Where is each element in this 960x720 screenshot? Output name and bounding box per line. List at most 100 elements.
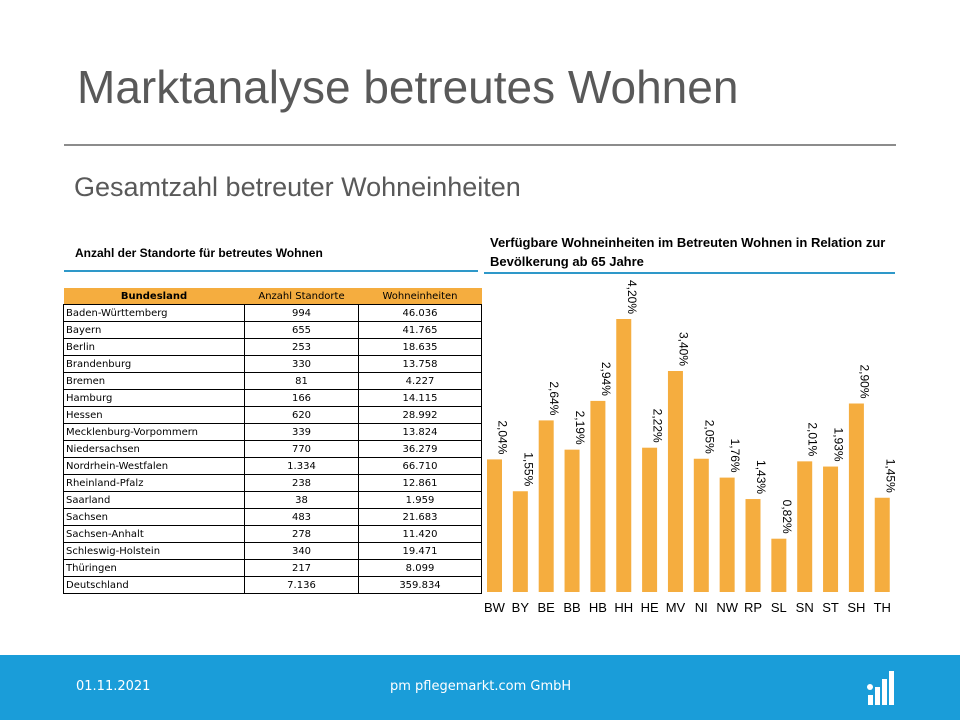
category-label-st: ST (822, 600, 839, 615)
title-divider (64, 144, 896, 146)
bar-hh (616, 319, 632, 592)
page-title: Marktanalyse betreutes Wohnen (77, 61, 739, 113)
cell-anzahl-standorte: 1.334 (244, 457, 359, 475)
value-label-bw: 2,04% (496, 420, 510, 454)
table-row: Baden-Württemberg 994 46.036 (63, 304, 482, 322)
value-label-ni: 2,05% (702, 420, 716, 454)
cell-bundesland: Bremen (63, 372, 245, 390)
cell-anzahl-standorte: 339 (244, 423, 359, 441)
cell-anzahl-standorte: 340 (244, 542, 359, 560)
cell-anzahl-standorte: 253 (244, 338, 359, 356)
value-label-sn: 2,01% (806, 422, 820, 456)
cell-bundesland: Hamburg (63, 389, 245, 407)
table-row: Berlin 253 18.635 (63, 338, 482, 356)
cell-anzahl-standorte: 770 (244, 440, 359, 458)
column-header-bundesland: Bundesland (63, 288, 245, 305)
value-label-bb: 2,19% (573, 411, 587, 445)
category-label-rp: RP (744, 600, 762, 615)
cell-wohneinheiten: 359.834 (358, 576, 482, 594)
cell-anzahl-standorte: 166 (244, 389, 359, 407)
bar-st (823, 466, 839, 592)
cell-bundesland: Hessen (63, 406, 245, 424)
category-label-sn: SN (796, 600, 814, 615)
value-label-nw: 1,76% (728, 439, 742, 473)
column-header-wohneinheiten: Wohneinheiten (358, 288, 482, 305)
value-label-st: 1,93% (832, 428, 846, 462)
value-label-mv: 3,40% (676, 332, 690, 366)
cell-anzahl-standorte: 217 (244, 559, 359, 577)
cell-anzahl-standorte: 483 (244, 508, 359, 526)
cell-bundesland: Sachsen (63, 508, 245, 526)
table-row: Nordrhein-Westfalen 1.334 66.710 (63, 457, 482, 475)
cell-anzahl-standorte: 38 (244, 491, 359, 509)
table-row: Thüringen 217 8.099 (63, 559, 482, 577)
cell-wohneinheiten: 36.279 (358, 440, 482, 458)
table-row: Brandenburg 330 13.758 (63, 355, 482, 373)
cell-wohneinheiten: 18.635 (358, 338, 482, 356)
category-label-nw: NW (716, 600, 738, 615)
cell-anzahl-standorte: 655 (244, 321, 359, 339)
category-label-hb: HB (589, 600, 607, 615)
category-label-bw: BW (484, 600, 506, 615)
value-label-by: 1,55% (521, 452, 535, 486)
footer: 01.11.2021 pm pflegemarkt.com GmbH (0, 655, 960, 720)
cell-wohneinheiten: 8.099 (358, 559, 482, 577)
cell-bundesland: Niedersachsen (63, 440, 245, 458)
table-row: Saarland 38 1.959 (63, 491, 482, 509)
cell-wohneinheiten: 19.471 (358, 542, 482, 560)
bar-rp (745, 499, 761, 592)
cell-bundesland: Rheinland-Pfalz (63, 474, 245, 492)
cell-wohneinheiten: 21.683 (358, 508, 482, 526)
cell-wohneinheiten: 13.824 (358, 423, 482, 441)
cell-bundesland: Mecklenburg-Vorpommern (63, 423, 245, 441)
cell-wohneinheiten: 14.115 (358, 389, 482, 407)
bar-sn (797, 461, 813, 592)
page-subtitle: Gesamtzahl betreuter Wohneinheiten (74, 172, 521, 202)
bar-th (874, 497, 890, 592)
cell-anzahl-standorte: 278 (244, 525, 359, 543)
cell-bundesland: Saarland (63, 491, 245, 509)
cell-wohneinheiten: 66.710 (358, 457, 482, 475)
column-header-anzahl-standorte: Anzahl Standorte (244, 288, 359, 305)
table-row: Niedersachsen 770 36.279 (63, 440, 482, 458)
standorte-table: Bundesland Anzahl Standorte Wohneinheite… (63, 288, 482, 594)
table-heading-divider (64, 270, 478, 272)
cell-anzahl-standorte: 620 (244, 406, 359, 424)
cell-wohneinheiten: 1.959 (358, 491, 482, 509)
value-label-he: 2,22% (651, 409, 665, 443)
bar-bb (564, 449, 580, 592)
chart-heading: Verfügbare Wohneinheiten im Betreuten Wo… (490, 235, 886, 269)
cell-wohneinheiten: 13.758 (358, 355, 482, 373)
cell-bundesland: Brandenburg (63, 355, 245, 373)
cell-bundesland: Nordrhein-Westfalen (63, 457, 245, 475)
table-row: Schleswig-Holstein 340 19.471 (63, 542, 482, 560)
value-label-sl: 0,82% (780, 500, 794, 534)
category-label-be: BE (538, 600, 556, 615)
cell-anzahl-standorte: 81 (244, 372, 359, 390)
category-label-bb: BB (563, 600, 580, 615)
value-label-hh: 4,20% (625, 280, 639, 314)
cell-anzahl-standorte: 238 (244, 474, 359, 492)
bar-sl (771, 538, 787, 592)
table-row: Hamburg 166 14.115 (63, 389, 482, 407)
cell-bundesland: Thüringen (63, 559, 245, 577)
cell-bundesland: Deutschland (63, 576, 245, 594)
cell-anzahl-standorte: 7.136 (244, 576, 359, 594)
footer-date: 01.11.2021 (76, 679, 151, 694)
category-label-ni: NI (695, 600, 708, 615)
bar-hb (590, 400, 606, 592)
category-label-sl: SL (771, 600, 787, 615)
cell-wohneinheiten: 4.227 (358, 372, 482, 390)
value-label-th: 1,45% (883, 459, 897, 493)
bar-be (538, 420, 554, 592)
value-label-rp: 1,43% (754, 460, 768, 494)
category-label-by: BY (512, 600, 530, 615)
table-row: Hessen 620 28.992 (63, 406, 482, 424)
bar-he (642, 447, 658, 592)
category-label-mv: MV (666, 600, 686, 615)
bar-by (512, 491, 528, 592)
bar-mv (667, 371, 683, 592)
table-row: Bayern 655 41.765 (63, 321, 482, 339)
table-row: Rheinland-Pfalz 238 12.861 (63, 474, 482, 492)
cell-anzahl-standorte: 330 (244, 355, 359, 373)
